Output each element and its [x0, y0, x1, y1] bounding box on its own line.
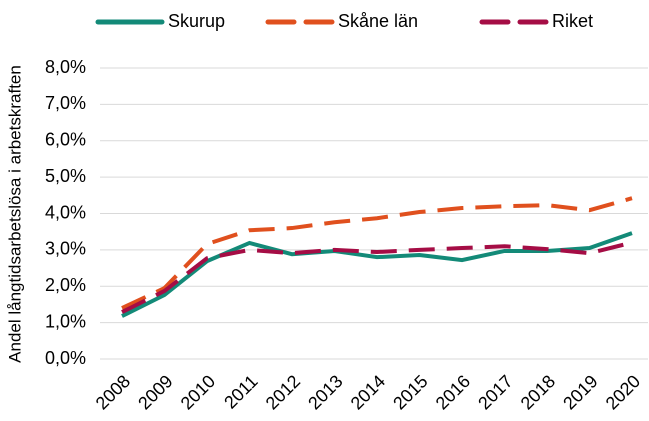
series-line — [121, 196, 633, 310]
legend-label: Skåne län — [338, 11, 418, 31]
y-tick-label: 1,0% — [45, 311, 86, 331]
x-tick-label: 2016 — [432, 371, 474, 413]
x-tick-label: 2013 — [304, 371, 346, 413]
x-tick-label: 2015 — [389, 371, 431, 413]
x-tick-label: 2012 — [262, 371, 304, 413]
y-tick-label: 5,0% — [45, 166, 86, 186]
legend-label: Skurup — [168, 11, 225, 31]
y-tick-label: 8,0% — [45, 57, 86, 77]
x-tick-label: 2011 — [220, 371, 262, 413]
x-tick-label: 2010 — [177, 371, 219, 413]
y-tick-label: 0,0% — [45, 348, 86, 368]
series-line — [121, 240, 633, 314]
x-tick-label: 2008 — [92, 371, 134, 413]
x-tick-label: 2018 — [517, 371, 559, 413]
y-tick-label: 6,0% — [45, 130, 86, 150]
y-axis-label: Andel långtidsarbetslösa i arbetskraften — [5, 65, 24, 363]
x-tick-label: 2009 — [134, 371, 176, 413]
y-tick-label: 3,0% — [45, 239, 86, 259]
y-tick-label: 2,0% — [45, 275, 86, 295]
x-tick-label: 2014 — [347, 371, 389, 413]
legend-label: Riket — [552, 11, 593, 31]
y-tick-label: 4,0% — [45, 202, 86, 222]
series-line — [121, 231, 633, 318]
y-tick-label: 7,0% — [45, 93, 86, 113]
x-tick-label: 2020 — [602, 371, 644, 413]
x-tick-label: 2017 — [474, 371, 516, 413]
x-tick-label: 2019 — [559, 371, 601, 413]
